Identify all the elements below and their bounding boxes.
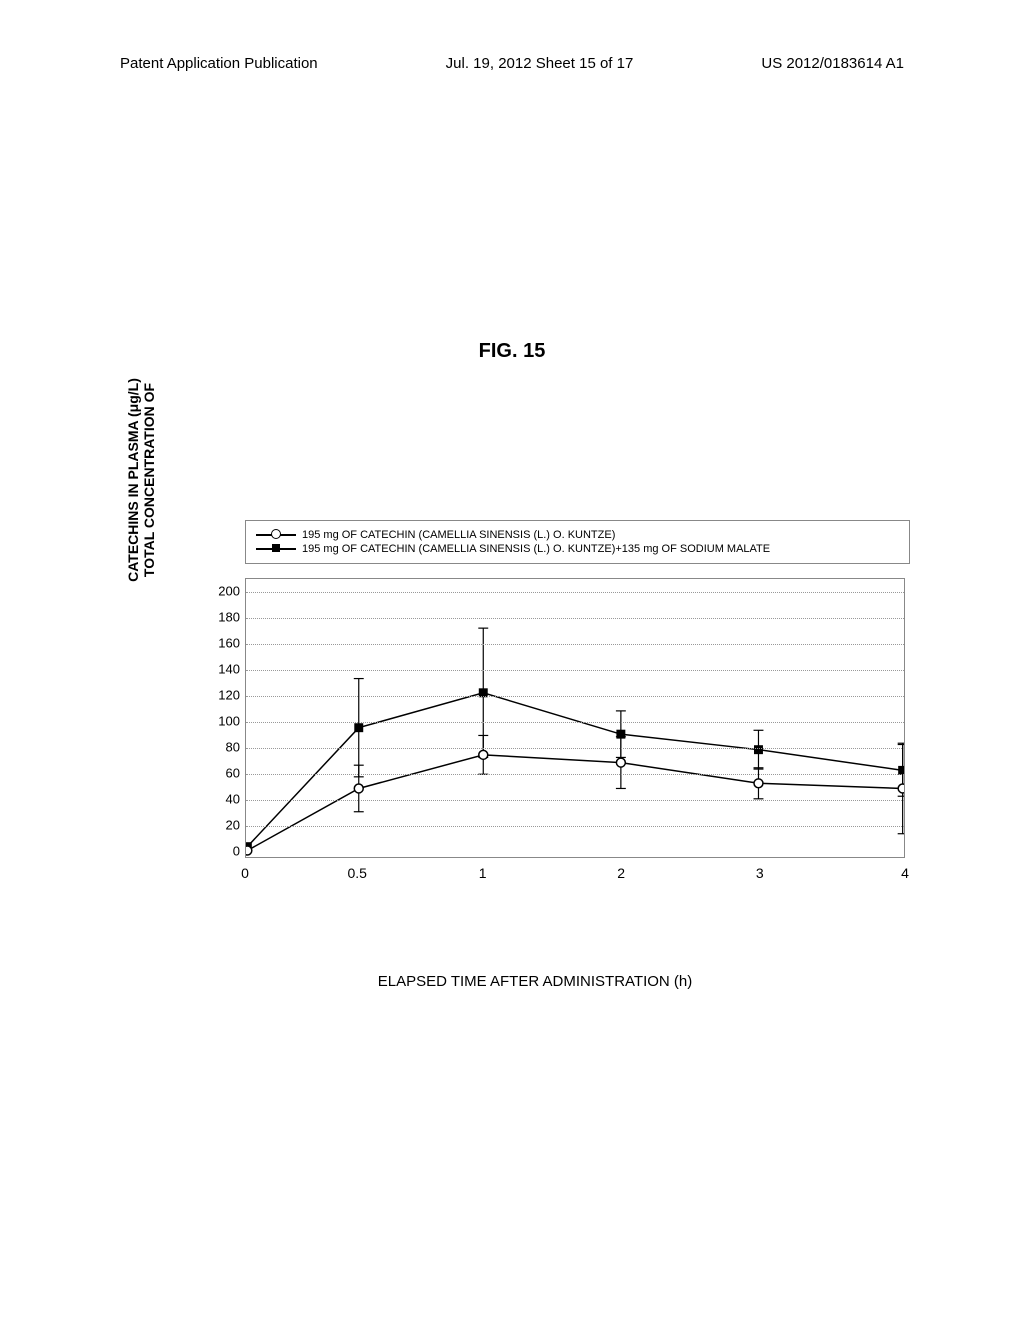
legend-marker-open-circle [256, 529, 296, 541]
x-tick-label: 0.5 [347, 865, 366, 881]
x-tick-label: 1 [479, 865, 487, 881]
y-tick-label: 40 [226, 792, 240, 807]
legend-item-2: 195 mg OF CATECHIN (CAMELLIA SINENSIS (L… [256, 543, 899, 555]
y-tick-label: 160 [218, 636, 240, 651]
chart-svg [246, 579, 904, 857]
x-tick-label: 2 [617, 865, 625, 881]
header-right: US 2012/0183614 A1 [761, 55, 904, 72]
y-tick-label: 20 [226, 818, 240, 833]
x-tick-label: 0 [241, 865, 249, 881]
header-center: Jul. 19, 2012 Sheet 15 of 17 [446, 55, 634, 72]
chart-container: CATECHINS IN PLASMA (μg/L) TOTAL CONCENT… [160, 520, 910, 940]
y-axis-label: CATECHINS IN PLASMA (μg/L) TOTAL CONCENT… [125, 350, 157, 610]
y-tick-label: 200 [218, 584, 240, 599]
legend-marker-filled-square [256, 543, 296, 555]
y-tick-label: 140 [218, 662, 240, 677]
y-tick-label: 120 [218, 688, 240, 703]
legend-label-1: 195 mg OF CATECHIN (CAMELLIA SINENSIS (L… [302, 529, 615, 541]
y-tick-label: 80 [226, 740, 240, 755]
x-tick-label: 3 [756, 865, 764, 881]
header-left: Patent Application Publication [120, 55, 318, 72]
y-tick-label: 60 [226, 766, 240, 781]
x-axis-label: ELAPSED TIME AFTER ADMINISTRATION (h) [160, 973, 910, 990]
y-tick-label: 0 [233, 844, 240, 859]
x-tick-label: 4 [901, 865, 909, 881]
y-axis-label-line2: CATECHINS IN PLASMA (μg/L) [125, 350, 141, 610]
chart-legend: 195 mg OF CATECHIN (CAMELLIA SINENSIS (L… [245, 520, 910, 564]
legend-item-1: 195 mg OF CATECHIN (CAMELLIA SINENSIS (L… [256, 529, 899, 541]
y-axis-label-line1: TOTAL CONCENTRATION OF [141, 350, 157, 610]
legend-label-2: 195 mg OF CATECHIN (CAMELLIA SINENSIS (L… [302, 543, 770, 555]
y-tick-label: 180 [218, 610, 240, 625]
y-tick-label: 100 [218, 714, 240, 729]
plot-area [245, 578, 905, 858]
page-header: Patent Application Publication Jul. 19, … [0, 55, 1024, 72]
